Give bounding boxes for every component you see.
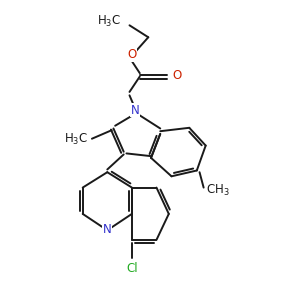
Text: Cl: Cl [126,262,138,275]
Text: O: O [172,69,182,82]
Text: CH$_3$: CH$_3$ [206,182,230,197]
Text: H$_3$C: H$_3$C [97,14,121,29]
Text: O: O [127,48,136,61]
Text: N: N [103,223,112,236]
Text: H$_3$C: H$_3$C [64,132,88,147]
Text: N: N [131,103,140,116]
